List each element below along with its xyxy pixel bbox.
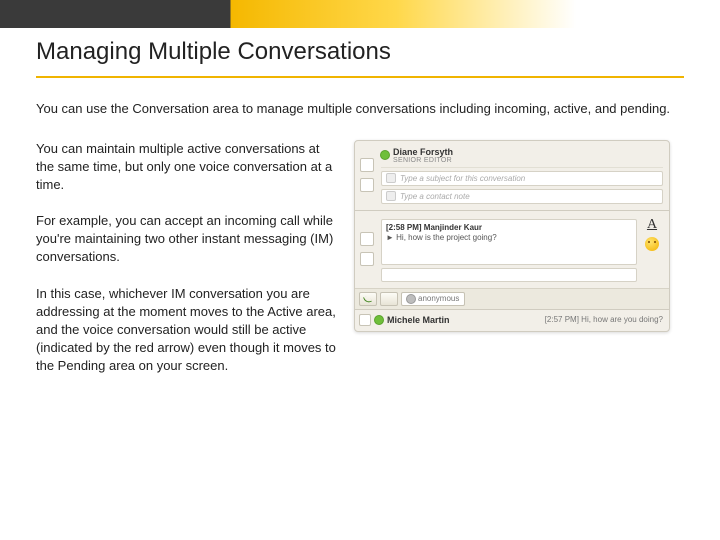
note-icon	[386, 191, 396, 201]
subject-input[interactable]: Type a subject for this conversation	[381, 171, 663, 186]
slide-title: Managing Multiple Conversations	[36, 38, 684, 78]
pending-contact-name: Michele Martin	[387, 315, 450, 325]
collapse-icon	[360, 178, 374, 192]
reply-input[interactable]	[381, 268, 637, 282]
body-text-column: You can maintain multiple active convers…	[36, 140, 336, 394]
nav-icon	[360, 252, 374, 266]
anonymous-tag: anonymous	[401, 292, 465, 306]
note-placeholder: Type a contact note	[400, 192, 470, 201]
body-paragraph: You can maintain multiple active convers…	[36, 140, 336, 195]
communicator-screenshot: Diane Forsyth SENIOR EDITOR Type a subje…	[354, 140, 670, 332]
slide-accent-bar	[0, 0, 720, 28]
subject-placeholder: Type a subject for this conversation	[400, 174, 525, 183]
presence-unknown-icon	[407, 295, 415, 303]
chat-bubble-icon	[360, 158, 374, 172]
presence-available-icon	[375, 316, 383, 324]
body-paragraph: In this case, whichever IM conversation …	[36, 285, 336, 376]
slide-intro: You can use the Conversation area to man…	[36, 100, 684, 118]
chat-bubble-icon	[360, 232, 374, 246]
contact-role: SENIOR EDITOR	[393, 157, 453, 164]
video-button[interactable]	[380, 292, 398, 306]
conversation-toolbar: anonymous	[355, 288, 669, 309]
format-font-icon[interactable]: A	[647, 217, 657, 233]
call-button[interactable]	[359, 292, 377, 306]
emoticon-icon[interactable]	[645, 237, 659, 251]
note-input[interactable]: Type a contact note	[381, 189, 663, 204]
presence-available-icon	[381, 151, 389, 159]
message-history: [2:58 PM] Manjinder Kaur ► Hi, how is th…	[381, 219, 637, 265]
body-paragraph: For example, you can accept an incoming …	[36, 212, 336, 267]
message-meta: [2:58 PM] Manjinder Kaur	[386, 223, 632, 232]
subject-icon	[386, 173, 396, 183]
contact-name: Diane Forsyth	[393, 147, 453, 157]
message-text: ► Hi, how is the project going?	[386, 233, 632, 242]
pending-summary: [2:57 PM] Hi, how are you doing?	[545, 315, 663, 324]
chat-bubble-icon	[359, 314, 371, 326]
